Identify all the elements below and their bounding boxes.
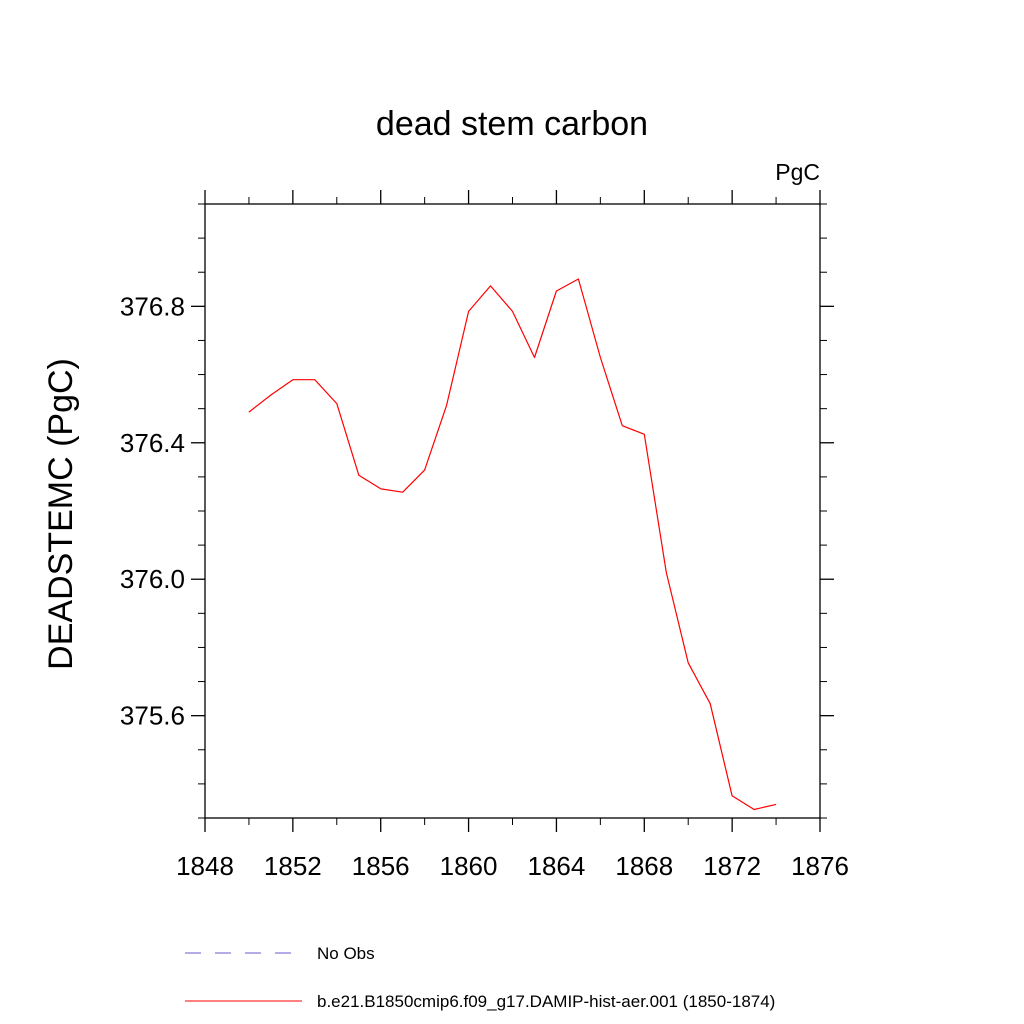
x-tick-label: 1876 <box>791 851 849 881</box>
x-tick-label: 1864 <box>528 851 586 881</box>
x-tick-label: 1860 <box>440 851 498 881</box>
axis-ticks <box>191 190 834 832</box>
y-tick-label: 376.0 <box>120 564 185 594</box>
tick-labels: 1848 1852 1856 1860 1864 1868 1872 1876 375.6 376… <box>120 291 849 881</box>
y-axis-label: DEADSTEMC (PgC) <box>42 358 80 670</box>
legend: No Obs b.e21.B1850cmip6.f09_g17.DAMIP-his… <box>185 944 775 1011</box>
x-tick-label: 1856 <box>352 851 410 881</box>
y-tick-label: 376.4 <box>120 428 185 458</box>
y-tick-label: 375.6 <box>120 701 185 731</box>
legend-label: No Obs <box>317 944 375 963</box>
series-line <box>248 278 777 811</box>
x-tick-label: 1868 <box>615 851 673 881</box>
x-tick-label: 1872 <box>703 851 761 881</box>
x-tick-label: 1848 <box>176 851 234 881</box>
chart-title: dead stem carbon <box>376 105 648 143</box>
units-label: PgC <box>775 159 820 185</box>
legend-label: b.e21.B1850cmip6.f09_g17.DAMIP-hist-aer.… <box>317 992 775 1011</box>
plot-frame <box>204 203 821 819</box>
series-group <box>248 278 777 811</box>
y-tick-label: 376.8 <box>120 291 185 321</box>
x-tick-label: 1852 <box>264 851 322 881</box>
